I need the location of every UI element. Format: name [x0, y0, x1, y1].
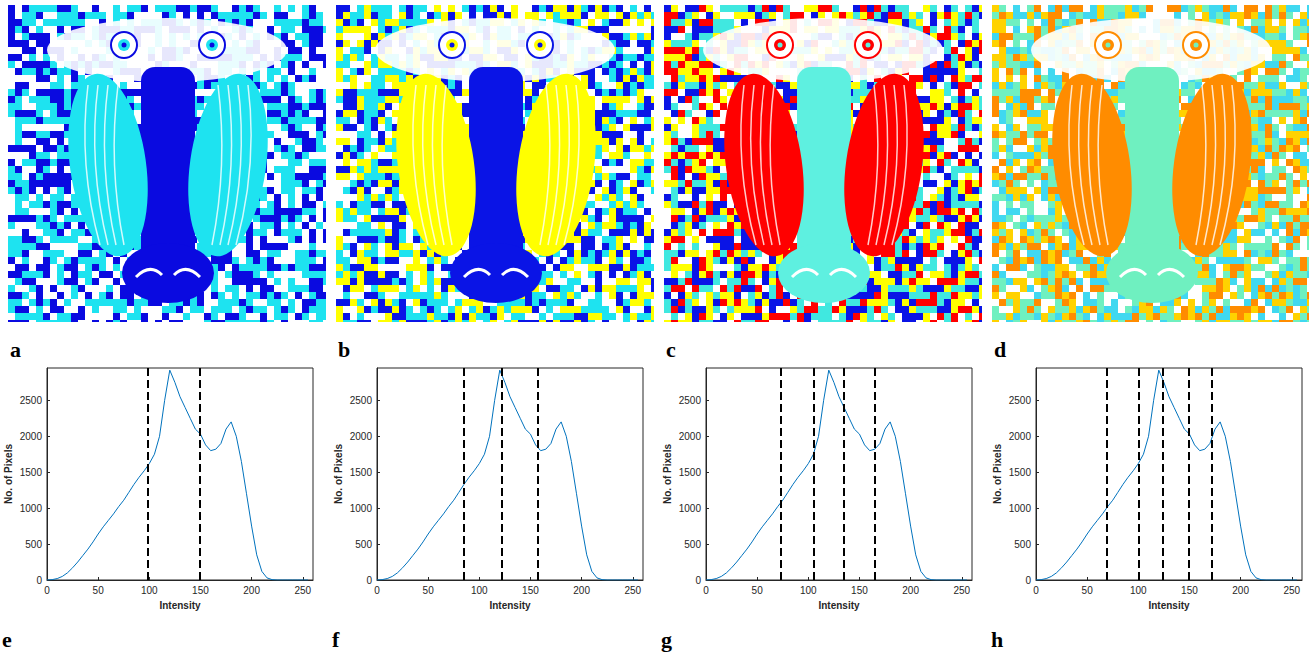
svg-text:200: 200 [243, 585, 260, 596]
svg-text:150: 150 [192, 585, 209, 596]
svg-text:2000: 2000 [1009, 431, 1032, 442]
svg-text:50: 50 [423, 585, 435, 596]
svg-text:No. of Pixels: No. of Pixels [662, 444, 673, 504]
svg-text:h: h [991, 627, 1003, 652]
svg-text:0: 0 [695, 575, 701, 586]
svg-text:Intensity: Intensity [489, 600, 531, 611]
svg-text:c: c [666, 337, 676, 362]
svg-text:50: 50 [93, 585, 105, 596]
svg-text:1500: 1500 [20, 467, 43, 478]
svg-text:250: 250 [624, 585, 641, 596]
svg-text:1500: 1500 [1009, 467, 1032, 478]
svg-text:1500: 1500 [679, 467, 702, 478]
svg-text:2000: 2000 [20, 431, 43, 442]
svg-text:100: 100 [141, 585, 158, 596]
svg-text:0: 0 [1033, 585, 1039, 596]
svg-text:1000: 1000 [350, 503, 373, 514]
svg-text:2500: 2500 [679, 395, 702, 406]
svg-text:250: 250 [1283, 585, 1300, 596]
svg-text:0: 0 [44, 585, 50, 596]
svg-text:50: 50 [1082, 585, 1094, 596]
svg-text:2500: 2500 [1009, 395, 1032, 406]
svg-text:200: 200 [902, 585, 919, 596]
svg-text:500: 500 [684, 539, 701, 550]
svg-text:1500: 1500 [350, 467, 373, 478]
svg-text:150: 150 [851, 585, 868, 596]
svg-text:500: 500 [355, 539, 372, 550]
svg-text:500: 500 [25, 539, 42, 550]
svg-text:2500: 2500 [350, 395, 373, 406]
svg-text:Intensity: Intensity [818, 600, 860, 611]
svg-text:100: 100 [800, 585, 817, 596]
svg-text:2500: 2500 [20, 395, 43, 406]
svg-text:0: 0 [36, 575, 42, 586]
svg-text:f: f [332, 627, 340, 652]
svg-text:1000: 1000 [1009, 503, 1032, 514]
svg-text:2000: 2000 [679, 431, 702, 442]
svg-text:250: 250 [953, 585, 970, 596]
svg-text:Intensity: Intensity [159, 600, 201, 611]
svg-text:0: 0 [1025, 575, 1031, 586]
svg-text:1000: 1000 [20, 503, 43, 514]
svg-text:0: 0 [374, 585, 380, 596]
svg-text:0: 0 [703, 585, 709, 596]
svg-text:500: 500 [1014, 539, 1031, 550]
svg-text:250: 250 [294, 585, 311, 596]
svg-text:1000: 1000 [679, 503, 702, 514]
svg-text:150: 150 [522, 585, 539, 596]
svg-text:No. of Pixels: No. of Pixels [3, 444, 14, 504]
svg-text:d: d [994, 337, 1006, 362]
svg-text:No. of Pixels: No. of Pixels [333, 444, 344, 504]
svg-text:2000: 2000 [350, 431, 373, 442]
svg-text:No. of Pixels: No. of Pixels [992, 444, 1003, 504]
svg-text:150: 150 [1181, 585, 1198, 596]
svg-text:b: b [338, 337, 350, 362]
svg-text:e: e [2, 627, 12, 652]
svg-text:100: 100 [1130, 585, 1147, 596]
svg-text:g: g [661, 627, 672, 652]
svg-text:200: 200 [1232, 585, 1249, 596]
svg-text:200: 200 [573, 585, 590, 596]
svg-text:0: 0 [366, 575, 372, 586]
svg-text:100: 100 [471, 585, 488, 596]
svg-text:50: 50 [752, 585, 764, 596]
svg-text:a: a [10, 337, 21, 362]
svg-text:Intensity: Intensity [1148, 600, 1190, 611]
